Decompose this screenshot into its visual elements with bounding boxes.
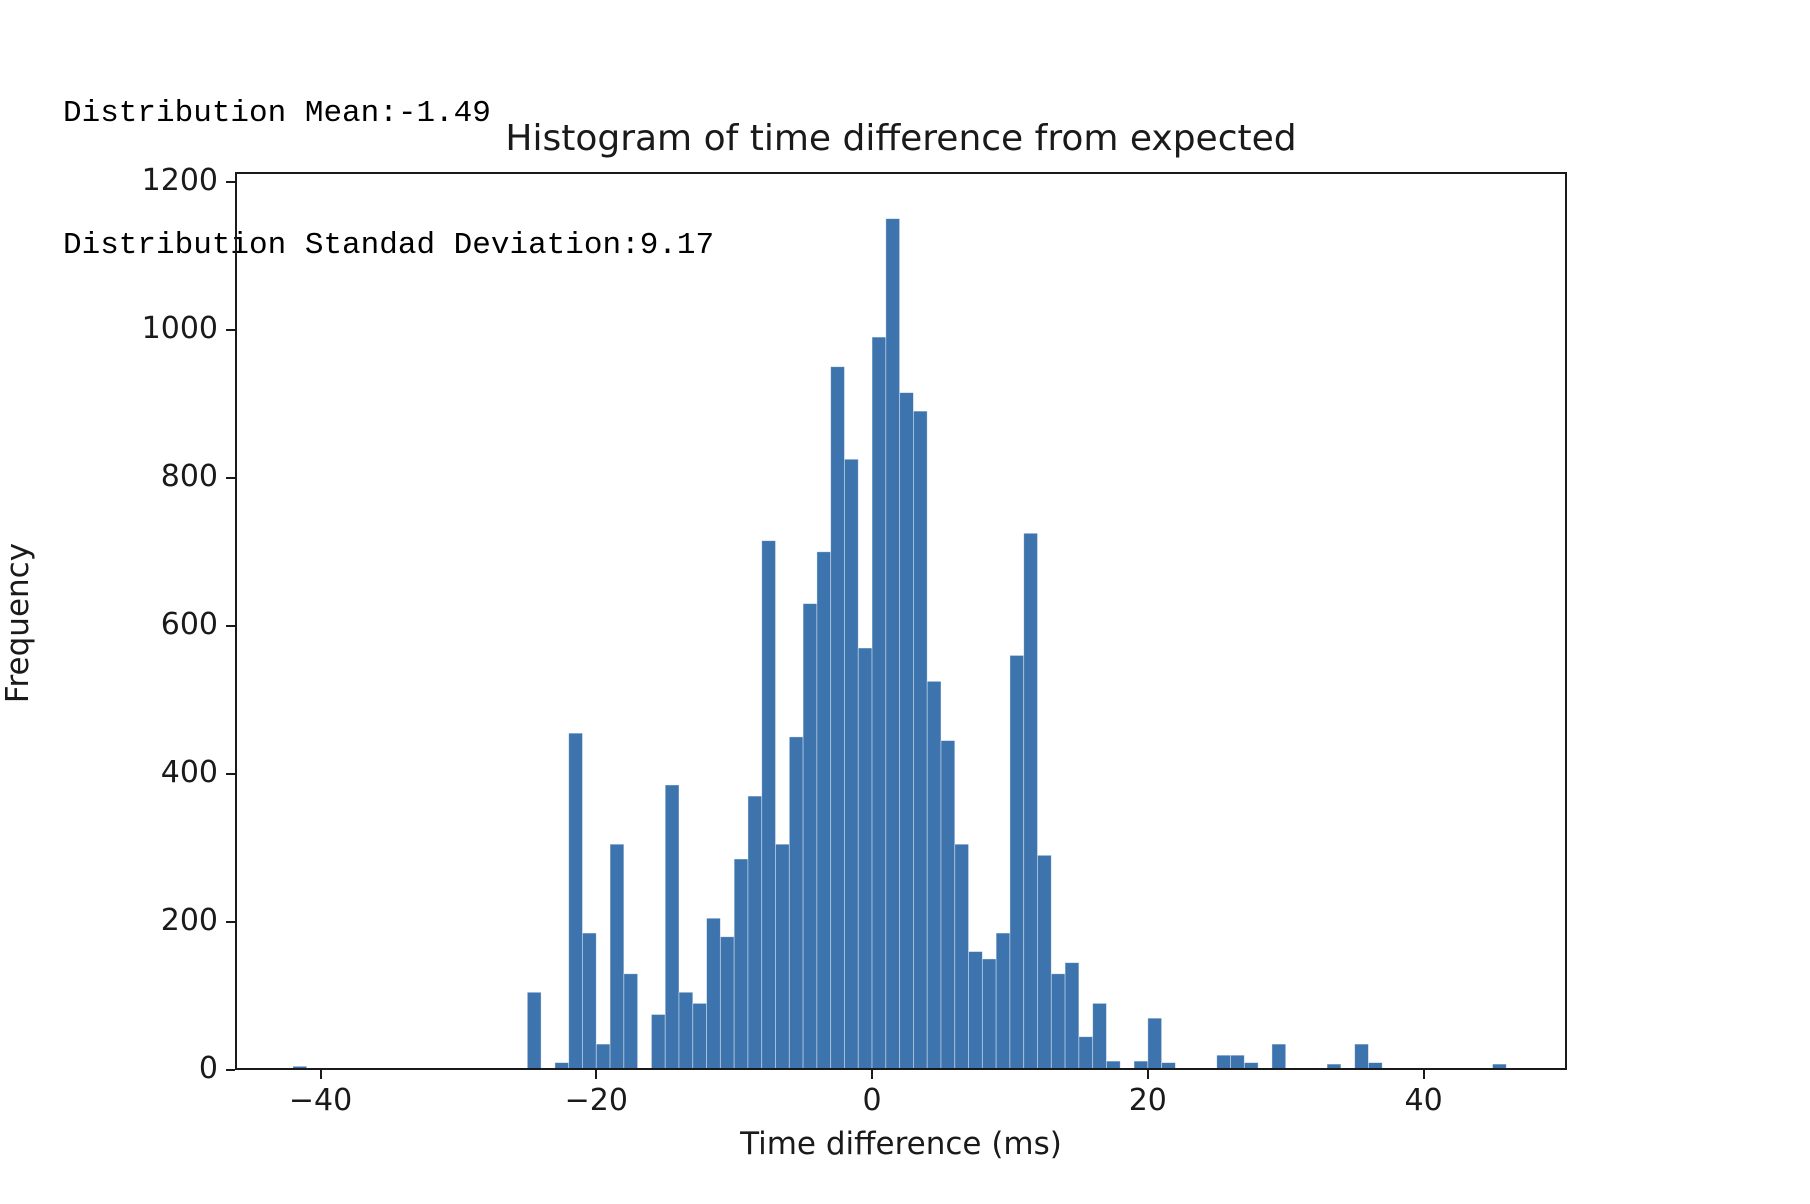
y-tick-mark <box>226 328 235 331</box>
y-tick-mark <box>226 476 235 479</box>
histogram-bar <box>706 917 721 1070</box>
x-tick-mark <box>1422 1070 1425 1079</box>
histogram-bar <box>1492 1063 1507 1070</box>
x-tick-mark <box>1146 1070 1149 1079</box>
distribution-std-line: Distribution Standad Deviation:9.17 <box>63 228 715 263</box>
histogram-bar <box>802 603 818 1070</box>
distribution-mean-line: Distribution Mean:-1.49 <box>63 96 491 131</box>
histogram-bar <box>954 843 969 1070</box>
histogram-bar <box>582 932 597 1070</box>
y-tick-mark <box>226 180 235 183</box>
y-tick-label: 600 <box>160 606 218 642</box>
histogram-bar <box>981 958 997 1070</box>
histogram-bar <box>692 1002 707 1070</box>
histogram-bar <box>678 991 694 1070</box>
y-tick-label: 0 <box>198 1051 218 1086</box>
histogram-bar <box>926 680 942 1070</box>
x-tick-label: −40 <box>288 1083 353 1118</box>
histogram-bar <box>816 551 832 1070</box>
histogram-bar <box>844 458 859 1070</box>
x-tick-mark <box>871 1070 873 1079</box>
y-tick-label: 200 <box>160 902 218 938</box>
histogram-bar <box>1023 532 1038 1070</box>
histogram-bar <box>623 973 639 1070</box>
histogram-bar <box>968 951 983 1070</box>
histogram-bar <box>1354 1043 1369 1070</box>
histogram-bar <box>899 392 914 1070</box>
y-tick-label: 1200 <box>141 162 218 198</box>
y-tick-mark <box>226 624 235 627</box>
x-tick-label: 40 <box>1404 1083 1443 1118</box>
x-tick-label: −20 <box>564 1083 628 1118</box>
plot-border-spines <box>235 172 1567 1070</box>
histogram-bar <box>913 410 928 1070</box>
x-tick-mark <box>595 1070 598 1079</box>
histogram-bar <box>1037 854 1052 1070</box>
histogram-bar <box>995 932 1011 1070</box>
histogram-bar <box>1230 1054 1245 1070</box>
histogram-bar <box>526 991 542 1070</box>
chart-title: Histogram of time difference from expect… <box>505 118 1297 159</box>
histogram-bar <box>1050 973 1066 1070</box>
histogram-bar <box>595 1043 611 1070</box>
histogram-bar <box>568 732 583 1070</box>
histogram-bar <box>609 843 625 1070</box>
x-tick-label: 20 <box>1128 1083 1167 1118</box>
histogram-plot-area <box>235 172 1567 1070</box>
y-axis-label: Frequency <box>0 542 36 704</box>
y-tick-label: 1000 <box>141 310 218 346</box>
y-tick-label: 800 <box>160 458 218 494</box>
histogram-bar <box>1326 1063 1342 1070</box>
histogram-bar <box>885 218 901 1070</box>
y-tick-mark <box>226 920 235 923</box>
histogram-bar <box>775 843 790 1070</box>
histogram-bar <box>1216 1054 1231 1070</box>
histogram-bar <box>1009 655 1025 1070</box>
histogram-bar <box>1147 1017 1163 1070</box>
y-tick-mark <box>226 1069 235 1071</box>
histogram-bar <box>940 740 956 1070</box>
histogram-bar <box>747 795 763 1070</box>
histogram-bar <box>719 936 735 1070</box>
histogram-bar <box>664 784 680 1070</box>
histogram-bar <box>1064 962 1080 1070</box>
histogram-bar <box>830 366 845 1070</box>
histogram-bar <box>871 336 887 1070</box>
histogram-bar <box>788 736 804 1070</box>
y-tick-mark <box>226 772 235 775</box>
histogram-bar <box>1078 1036 1094 1070</box>
x-tick-label: 0 <box>862 1083 882 1118</box>
histogram-bar <box>857 647 873 1070</box>
x-axis-label: Time difference (ms) <box>740 1126 1062 1162</box>
y-tick-label: 400 <box>160 754 218 790</box>
distribution-stats-text: Distribution Mean:-1.49 Distribution Sta… <box>63 4 714 356</box>
histogram-bar <box>761 540 776 1070</box>
x-tick-mark <box>319 1070 322 1079</box>
histogram-bar <box>733 858 749 1070</box>
histogram-bar <box>1092 1002 1107 1070</box>
histogram-bar <box>651 1014 666 1070</box>
histogram-bar <box>1271 1043 1287 1070</box>
histogram-bars <box>292 218 1507 1070</box>
